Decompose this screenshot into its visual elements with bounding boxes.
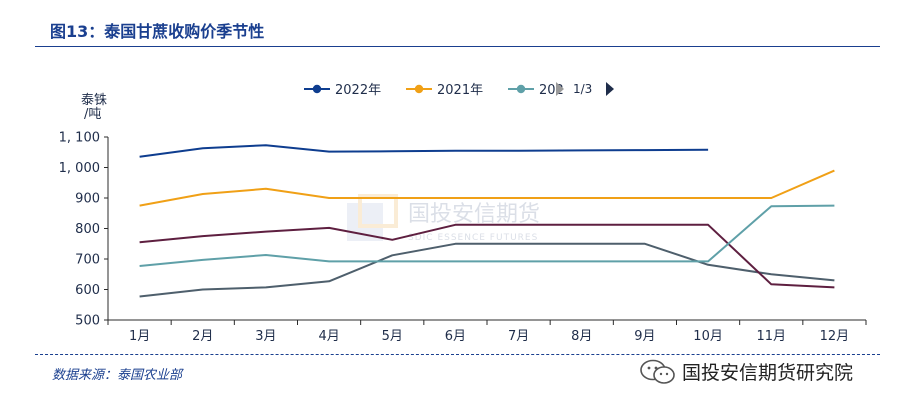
x-tick-label: 12月 bbox=[820, 329, 850, 344]
watermark: 国投安信期货 SDIC ESSENCE FUTURES bbox=[347, 194, 540, 243]
legend-item[interactable]: 202 bbox=[508, 83, 564, 98]
x-tick-label: 8月 bbox=[571, 329, 592, 344]
y-tick-label: 1, 000 bbox=[59, 161, 100, 176]
legend-item[interactable]: 2021年 bbox=[406, 83, 483, 98]
legend: 2022年 2021年 202 bbox=[304, 83, 564, 98]
x-tick-label: 4月 bbox=[318, 329, 339, 344]
y-tick-label: 600 bbox=[75, 283, 100, 298]
wechat-icon bbox=[640, 359, 675, 384]
x-tick-label: 6月 bbox=[445, 329, 466, 344]
series-line bbox=[139, 169, 835, 207]
x-tick-label: 5月 bbox=[382, 329, 403, 344]
legend-prev-icon[interactable] bbox=[556, 82, 564, 96]
y-axis-label-line2: /吨 bbox=[84, 107, 101, 122]
y-tick-label: 1, 100 bbox=[59, 131, 100, 146]
y-tick-label: 500 bbox=[75, 314, 100, 329]
legend-marker bbox=[414, 84, 424, 94]
legend-page: 1/3 bbox=[573, 82, 592, 96]
watermark-text: 国投安信期货 bbox=[408, 202, 540, 227]
x-tick-label: 2月 bbox=[192, 329, 213, 344]
legend-label: 2021年 bbox=[437, 83, 483, 98]
watermark-text-en: SDIC ESSENCE FUTURES bbox=[408, 233, 538, 243]
page-title: 图13：泰国甘蔗收购价季节性 bbox=[50, 22, 265, 41]
series-line bbox=[139, 242, 835, 298]
series-line bbox=[139, 144, 709, 158]
footer-divider bbox=[35, 354, 880, 355]
title-divider bbox=[35, 46, 880, 47]
legend-item[interactable]: 2022年 bbox=[304, 83, 381, 98]
x-tick-label: 11月 bbox=[756, 329, 786, 344]
x-tick-label: 7月 bbox=[508, 329, 529, 344]
x-ticks: 1月 2月 3月 4月 5月 6月 7月 8月 9月 10月 11月 12月 bbox=[107, 320, 867, 344]
x-tick-label: 1月 bbox=[129, 329, 150, 344]
legend-label: 2022年 bbox=[335, 83, 381, 98]
y-ticks: 500 600 700 800 900 1, 000 1, 100 bbox=[59, 131, 108, 329]
y-tick-label: 700 bbox=[75, 253, 100, 268]
y-axis-label-line1: 泰铢 bbox=[81, 92, 107, 108]
wechat-brand: 国投安信期货研究院 bbox=[640, 358, 853, 385]
y-tick-label: 900 bbox=[75, 192, 100, 207]
legend-next-icon[interactable] bbox=[606, 82, 614, 96]
wechat-label: 国投安信期货研究院 bbox=[682, 362, 854, 384]
series-line bbox=[139, 223, 835, 289]
series-lines bbox=[139, 144, 835, 298]
data-source: 数据来源：泰国农业部 bbox=[52, 368, 183, 383]
y-tick-label: 800 bbox=[75, 222, 100, 237]
legend-marker bbox=[516, 84, 526, 94]
legend-marker bbox=[312, 84, 322, 94]
x-tick-label: 9月 bbox=[634, 329, 655, 344]
x-tick-label: 3月 bbox=[255, 329, 276, 344]
x-tick-label: 10月 bbox=[693, 329, 723, 344]
series-line bbox=[139, 204, 835, 267]
